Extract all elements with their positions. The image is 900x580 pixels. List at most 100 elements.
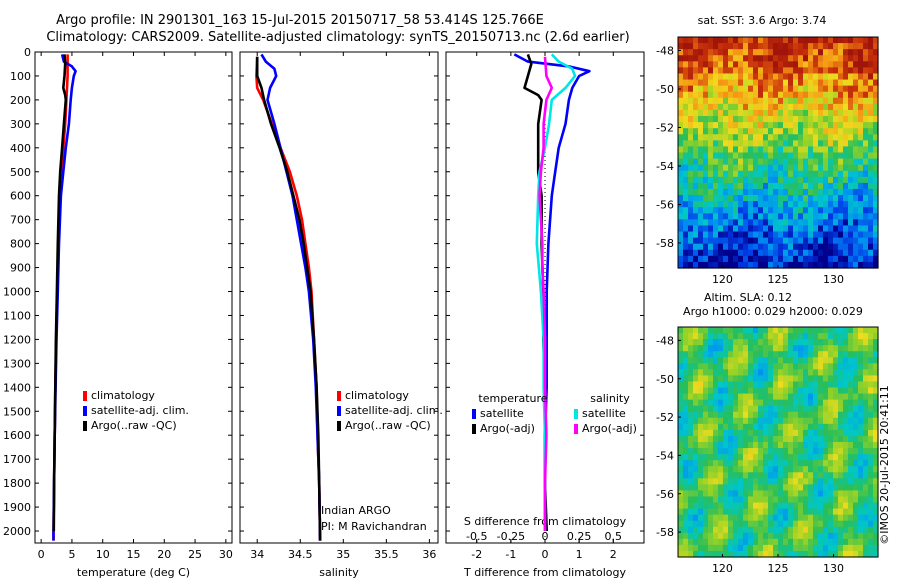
map-cell bbox=[758, 345, 764, 352]
map-cell bbox=[863, 478, 869, 485]
map-cell bbox=[858, 255, 864, 263]
map-cell bbox=[793, 225, 799, 233]
map-cell bbox=[703, 140, 709, 148]
map-cell bbox=[858, 85, 864, 93]
map-cell bbox=[753, 201, 759, 208]
map-cell bbox=[863, 195, 869, 202]
map-cell bbox=[843, 261, 849, 269]
map-cell bbox=[708, 213, 714, 220]
map-cell bbox=[813, 544, 819, 552]
map-cell bbox=[758, 73, 764, 81]
map-x-tick-label: 130 bbox=[823, 273, 844, 286]
map-cell bbox=[818, 472, 824, 479]
map-cell bbox=[843, 520, 849, 528]
map-cell bbox=[843, 502, 849, 510]
map-cell bbox=[833, 103, 839, 111]
map-cell bbox=[728, 526, 734, 534]
map-cell bbox=[848, 261, 854, 269]
map-cell bbox=[688, 490, 694, 498]
map-cell bbox=[698, 490, 704, 498]
map-cell bbox=[723, 85, 729, 93]
map-cell bbox=[718, 176, 724, 184]
map-cell bbox=[733, 201, 739, 208]
map-cell bbox=[858, 158, 864, 166]
map-cell bbox=[818, 381, 824, 389]
map-y-tick-label: -48 bbox=[656, 44, 674, 57]
map-cell bbox=[833, 393, 839, 401]
map-cell bbox=[818, 429, 824, 437]
map-cell bbox=[768, 73, 774, 81]
map-cell bbox=[743, 61, 749, 68]
map-cell bbox=[803, 243, 809, 251]
map-cell bbox=[833, 327, 839, 334]
map-cell bbox=[828, 213, 834, 220]
map-cell bbox=[843, 327, 849, 334]
map-cell bbox=[718, 387, 724, 395]
map-cell bbox=[863, 375, 869, 383]
map-cell bbox=[738, 454, 744, 461]
map-cell bbox=[813, 201, 819, 208]
map-cell bbox=[793, 550, 799, 558]
map-cell bbox=[863, 369, 869, 377]
map-cell bbox=[728, 363, 734, 370]
map-cell bbox=[678, 466, 684, 473]
map-cell bbox=[823, 73, 829, 81]
map-cell bbox=[808, 243, 814, 251]
map-cell bbox=[728, 164, 734, 172]
map-cell bbox=[688, 49, 694, 56]
map-cell bbox=[778, 484, 784, 492]
map-cell bbox=[833, 532, 839, 540]
map-cell bbox=[813, 195, 819, 202]
map-cell bbox=[728, 134, 734, 141]
map-cell bbox=[803, 116, 809, 123]
map-cell bbox=[773, 435, 779, 443]
map-cell bbox=[783, 140, 789, 148]
map-cell bbox=[843, 405, 849, 413]
map-cell bbox=[718, 97, 724, 105]
map-cell bbox=[853, 502, 859, 510]
map-cell bbox=[723, 345, 729, 352]
map-cell bbox=[808, 423, 814, 431]
map-cell bbox=[738, 369, 744, 377]
map-cell bbox=[713, 357, 719, 364]
map-cell bbox=[748, 182, 754, 190]
map-cell bbox=[678, 357, 684, 364]
map-cell bbox=[783, 97, 789, 105]
map-cell bbox=[843, 351, 849, 358]
map-cell bbox=[763, 219, 769, 227]
map-cell bbox=[753, 79, 759, 87]
map-cell bbox=[723, 188, 729, 196]
map-cell bbox=[853, 550, 859, 558]
map-cell bbox=[823, 345, 829, 352]
map-cell bbox=[848, 550, 854, 558]
map-cell bbox=[808, 387, 814, 395]
map-cell bbox=[823, 231, 829, 239]
map-cell bbox=[863, 140, 869, 148]
map-cell bbox=[853, 249, 859, 257]
map-cell bbox=[863, 146, 869, 154]
map-cell bbox=[863, 170, 869, 178]
map-cell bbox=[738, 182, 744, 190]
map-cell bbox=[753, 134, 759, 141]
map-cell bbox=[853, 351, 859, 358]
map-cell bbox=[863, 381, 869, 389]
map-cell bbox=[683, 466, 689, 473]
map-cell bbox=[693, 381, 699, 389]
x-tick-label: -1 bbox=[505, 548, 516, 561]
map-cell bbox=[703, 176, 709, 184]
map-cell bbox=[683, 405, 689, 413]
map-cell bbox=[808, 85, 814, 93]
figure-title-line2: Climatology: CARS2009. Satellite-adjuste… bbox=[46, 30, 629, 45]
map-cell bbox=[808, 490, 814, 498]
map-cell bbox=[838, 146, 844, 154]
map-cell bbox=[838, 195, 844, 202]
map-cell bbox=[838, 91, 844, 99]
map-cell bbox=[848, 195, 854, 202]
note-line: Indian ARGO bbox=[321, 504, 391, 517]
map-cell bbox=[723, 381, 729, 389]
map-cell bbox=[853, 339, 859, 346]
map-cell bbox=[763, 261, 769, 269]
map-cell bbox=[678, 544, 684, 552]
map-cell bbox=[768, 243, 774, 251]
map-cell bbox=[843, 448, 849, 455]
